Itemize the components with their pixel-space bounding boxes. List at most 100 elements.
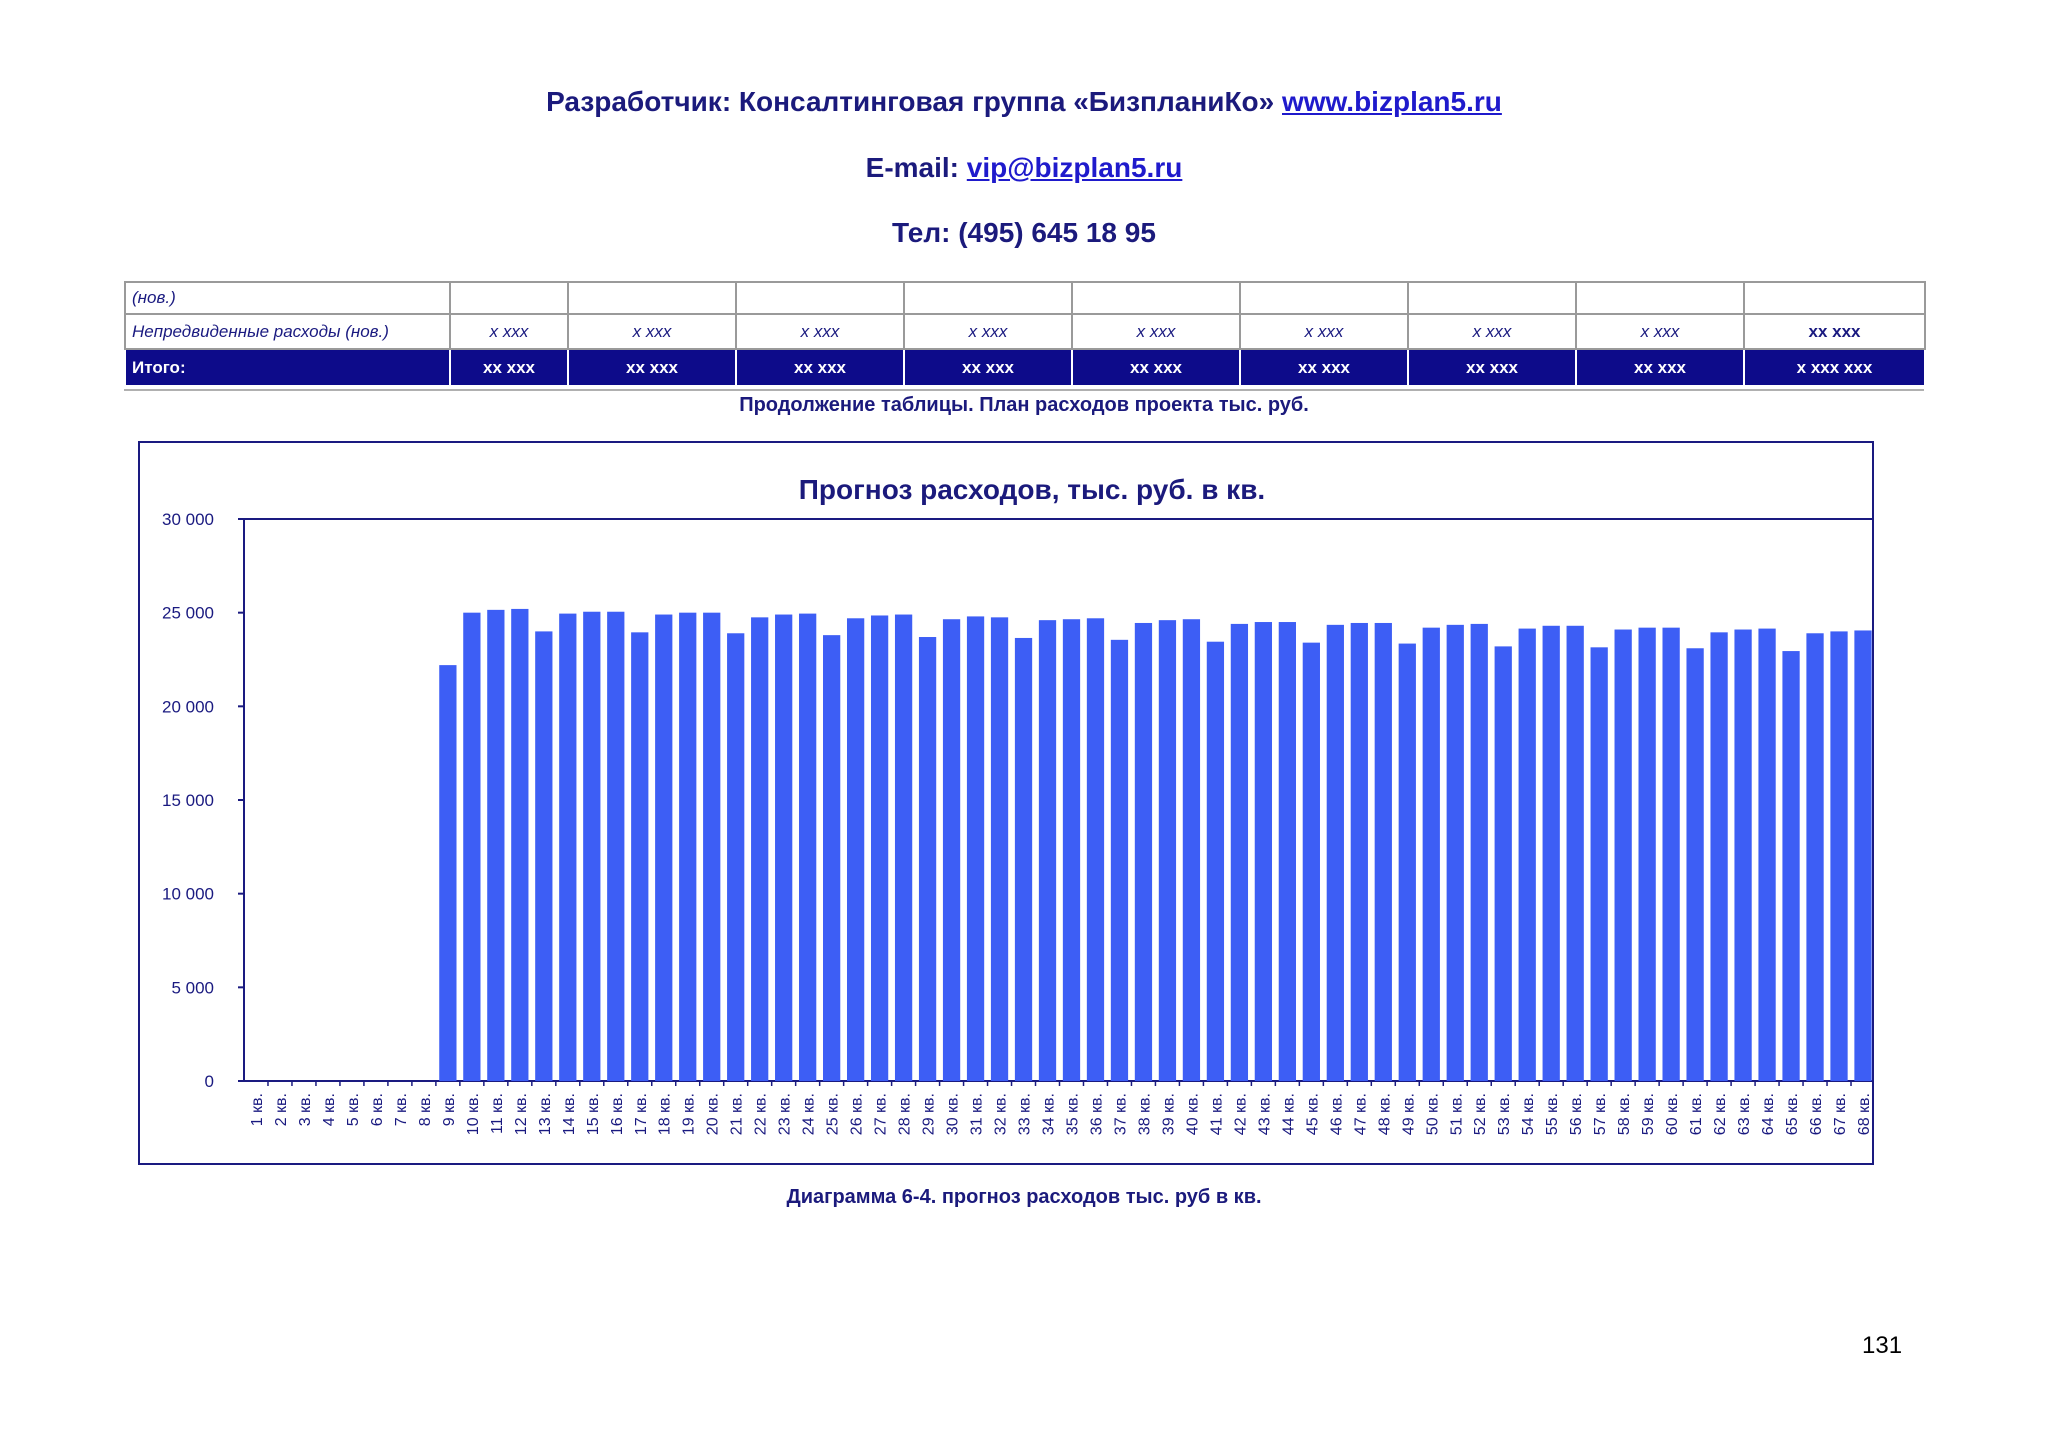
- table-cell: x xxx: [1575, 313, 1745, 350]
- bar: [439, 665, 457, 1081]
- x-tick-label: 64 кв.: [1760, 1093, 1777, 1135]
- bar: [1206, 641, 1225, 1081]
- bar: [1446, 624, 1464, 1081]
- bar: [846, 618, 865, 1081]
- x-tick-label: 56 кв.: [1568, 1093, 1585, 1135]
- website-link[interactable]: www.bizplan5.ru: [1282, 86, 1502, 117]
- bar: [1422, 627, 1440, 1081]
- x-tick-label: 18 кв.: [657, 1093, 674, 1135]
- x-tick-label: 55 кв.: [1544, 1093, 1561, 1135]
- x-tick-label: 12 кв.: [513, 1093, 530, 1135]
- bar: [1254, 622, 1273, 1081]
- bar: [1182, 619, 1201, 1081]
- bar: [1758, 628, 1776, 1081]
- bar: [1278, 622, 1296, 1081]
- bar: [1614, 629, 1632, 1081]
- bar: [1638, 627, 1656, 1081]
- table-cell: xx xxx: [1407, 348, 1577, 387]
- x-tick-label: 62 кв.: [1712, 1093, 1729, 1135]
- x-tick-label: 52 кв.: [1472, 1093, 1489, 1135]
- x-tick-label: 29 кв.: [921, 1093, 938, 1135]
- table-row-label: Непредвиденные расходы (нов.): [124, 313, 451, 350]
- chart-frame: Прогноз расходов, тыс. руб. в кв. 0 5 000 1…: [138, 441, 1874, 1165]
- bar: [942, 619, 961, 1081]
- x-tick-label: 53 кв.: [1496, 1093, 1513, 1135]
- phone-header: Тел: (495) 645 18 95: [892, 217, 1156, 248]
- bar: [1134, 622, 1153, 1081]
- x-tick-label: 13 кв.: [537, 1093, 554, 1135]
- email-link[interactable]: vip@bizplan5.ru: [966, 152, 1183, 183]
- table-cell: xx xxx: [567, 348, 737, 387]
- table-cell: x xxx: [1071, 313, 1241, 350]
- x-tick-label: 41 кв.: [1208, 1093, 1225, 1135]
- bar: [607, 611, 625, 1081]
- bar: [559, 613, 577, 1081]
- x-tick-label: 48 кв.: [1376, 1093, 1393, 1135]
- x-tick-label: 43 кв.: [1256, 1093, 1273, 1135]
- x-tick-label: 11 кв.: [489, 1093, 506, 1134]
- x-tick-label: 37 кв.: [1112, 1093, 1129, 1135]
- bar: [823, 635, 841, 1081]
- x-tick-label: 44 кв.: [1280, 1093, 1297, 1135]
- table-row-label: Итого:: [124, 348, 451, 387]
- bar: [1302, 642, 1320, 1081]
- bar: [870, 615, 889, 1081]
- bar: [1782, 651, 1800, 1081]
- table-cell: [1575, 281, 1745, 315]
- table-cell: xx xxx: [903, 348, 1073, 387]
- bar: [1710, 632, 1728, 1081]
- x-tick-label: 33 кв.: [1017, 1093, 1034, 1135]
- x-tick-label: 25 кв.: [825, 1093, 842, 1135]
- x-tick-label: 22 кв.: [753, 1093, 770, 1135]
- bar: [1014, 637, 1033, 1081]
- bar: [1470, 623, 1488, 1081]
- bar: [1590, 647, 1608, 1081]
- table-caption: Продолжение таблицы. План расходов проек…: [739, 394, 1309, 416]
- bar: [1566, 625, 1584, 1081]
- x-tick-label: 30 кв.: [945, 1093, 962, 1135]
- bar: [894, 614, 913, 1081]
- table-cell: [1239, 281, 1409, 315]
- x-tick-label: 32 кв.: [993, 1093, 1010, 1135]
- expense-forecast-chart: Прогноз расходов, тыс. руб. в кв. 0 5 000 1…: [162, 474, 1872, 1135]
- bar: [631, 632, 649, 1081]
- x-tick-label: 34 кв.: [1041, 1093, 1058, 1135]
- bar: [583, 611, 601, 1081]
- developer-header: Разработчик: Консалтинговая группа «Бизп…: [0, 86, 2048, 118]
- x-tick-label: 4 кв.: [321, 1093, 338, 1126]
- x-tick-label: 20 кв.: [705, 1093, 722, 1135]
- x-tick-label: 27 кв.: [873, 1093, 890, 1135]
- x-tick-label: 63 кв.: [1736, 1093, 1753, 1135]
- chart-caption: Диаграмма 6-4. прогноз расходов тыс. руб…: [786, 1186, 1262, 1208]
- table-row-total: Итого: xx xxx xx xxx xx xxx xx xxx xx xx…: [124, 348, 1926, 387]
- x-tick-label: 46 кв.: [1328, 1093, 1345, 1135]
- bar: [1806, 633, 1824, 1081]
- bar: [1686, 648, 1704, 1081]
- developer-text: Разработчик: Консалтинговая группа «Бизп…: [546, 86, 1275, 117]
- x-tick-label: 57 кв.: [1592, 1093, 1609, 1135]
- x-tick-label: 39 кв.: [1160, 1093, 1177, 1135]
- x-tick-label: 15 кв.: [585, 1093, 602, 1135]
- bar: [1662, 627, 1680, 1081]
- bar: [1158, 620, 1177, 1081]
- bar: [703, 612, 721, 1081]
- x-tick-label: 7 кв.: [393, 1093, 410, 1126]
- bar: [1542, 625, 1560, 1081]
- bar: [1086, 618, 1105, 1081]
- table-cell: x xxx: [449, 313, 569, 350]
- bar: [1518, 628, 1536, 1081]
- bar: [1374, 622, 1392, 1081]
- table-cell: [449, 281, 569, 315]
- x-tick-label: 23 кв.: [777, 1093, 794, 1135]
- bar: [511, 608, 529, 1081]
- bar: [1398, 643, 1416, 1081]
- bar: [1734, 629, 1752, 1081]
- x-tick-label: 5 кв.: [345, 1093, 362, 1126]
- x-tick-label: 8 кв.: [417, 1093, 434, 1126]
- email-label: E-mail:: [865, 152, 959, 183]
- x-tick-label: 65 кв.: [1784, 1093, 1801, 1135]
- x-tick-label: 68 кв.: [1856, 1093, 1872, 1135]
- table-cell: [903, 281, 1073, 315]
- bar: [1350, 622, 1368, 1081]
- table-cell: xx xxx: [1743, 313, 1926, 350]
